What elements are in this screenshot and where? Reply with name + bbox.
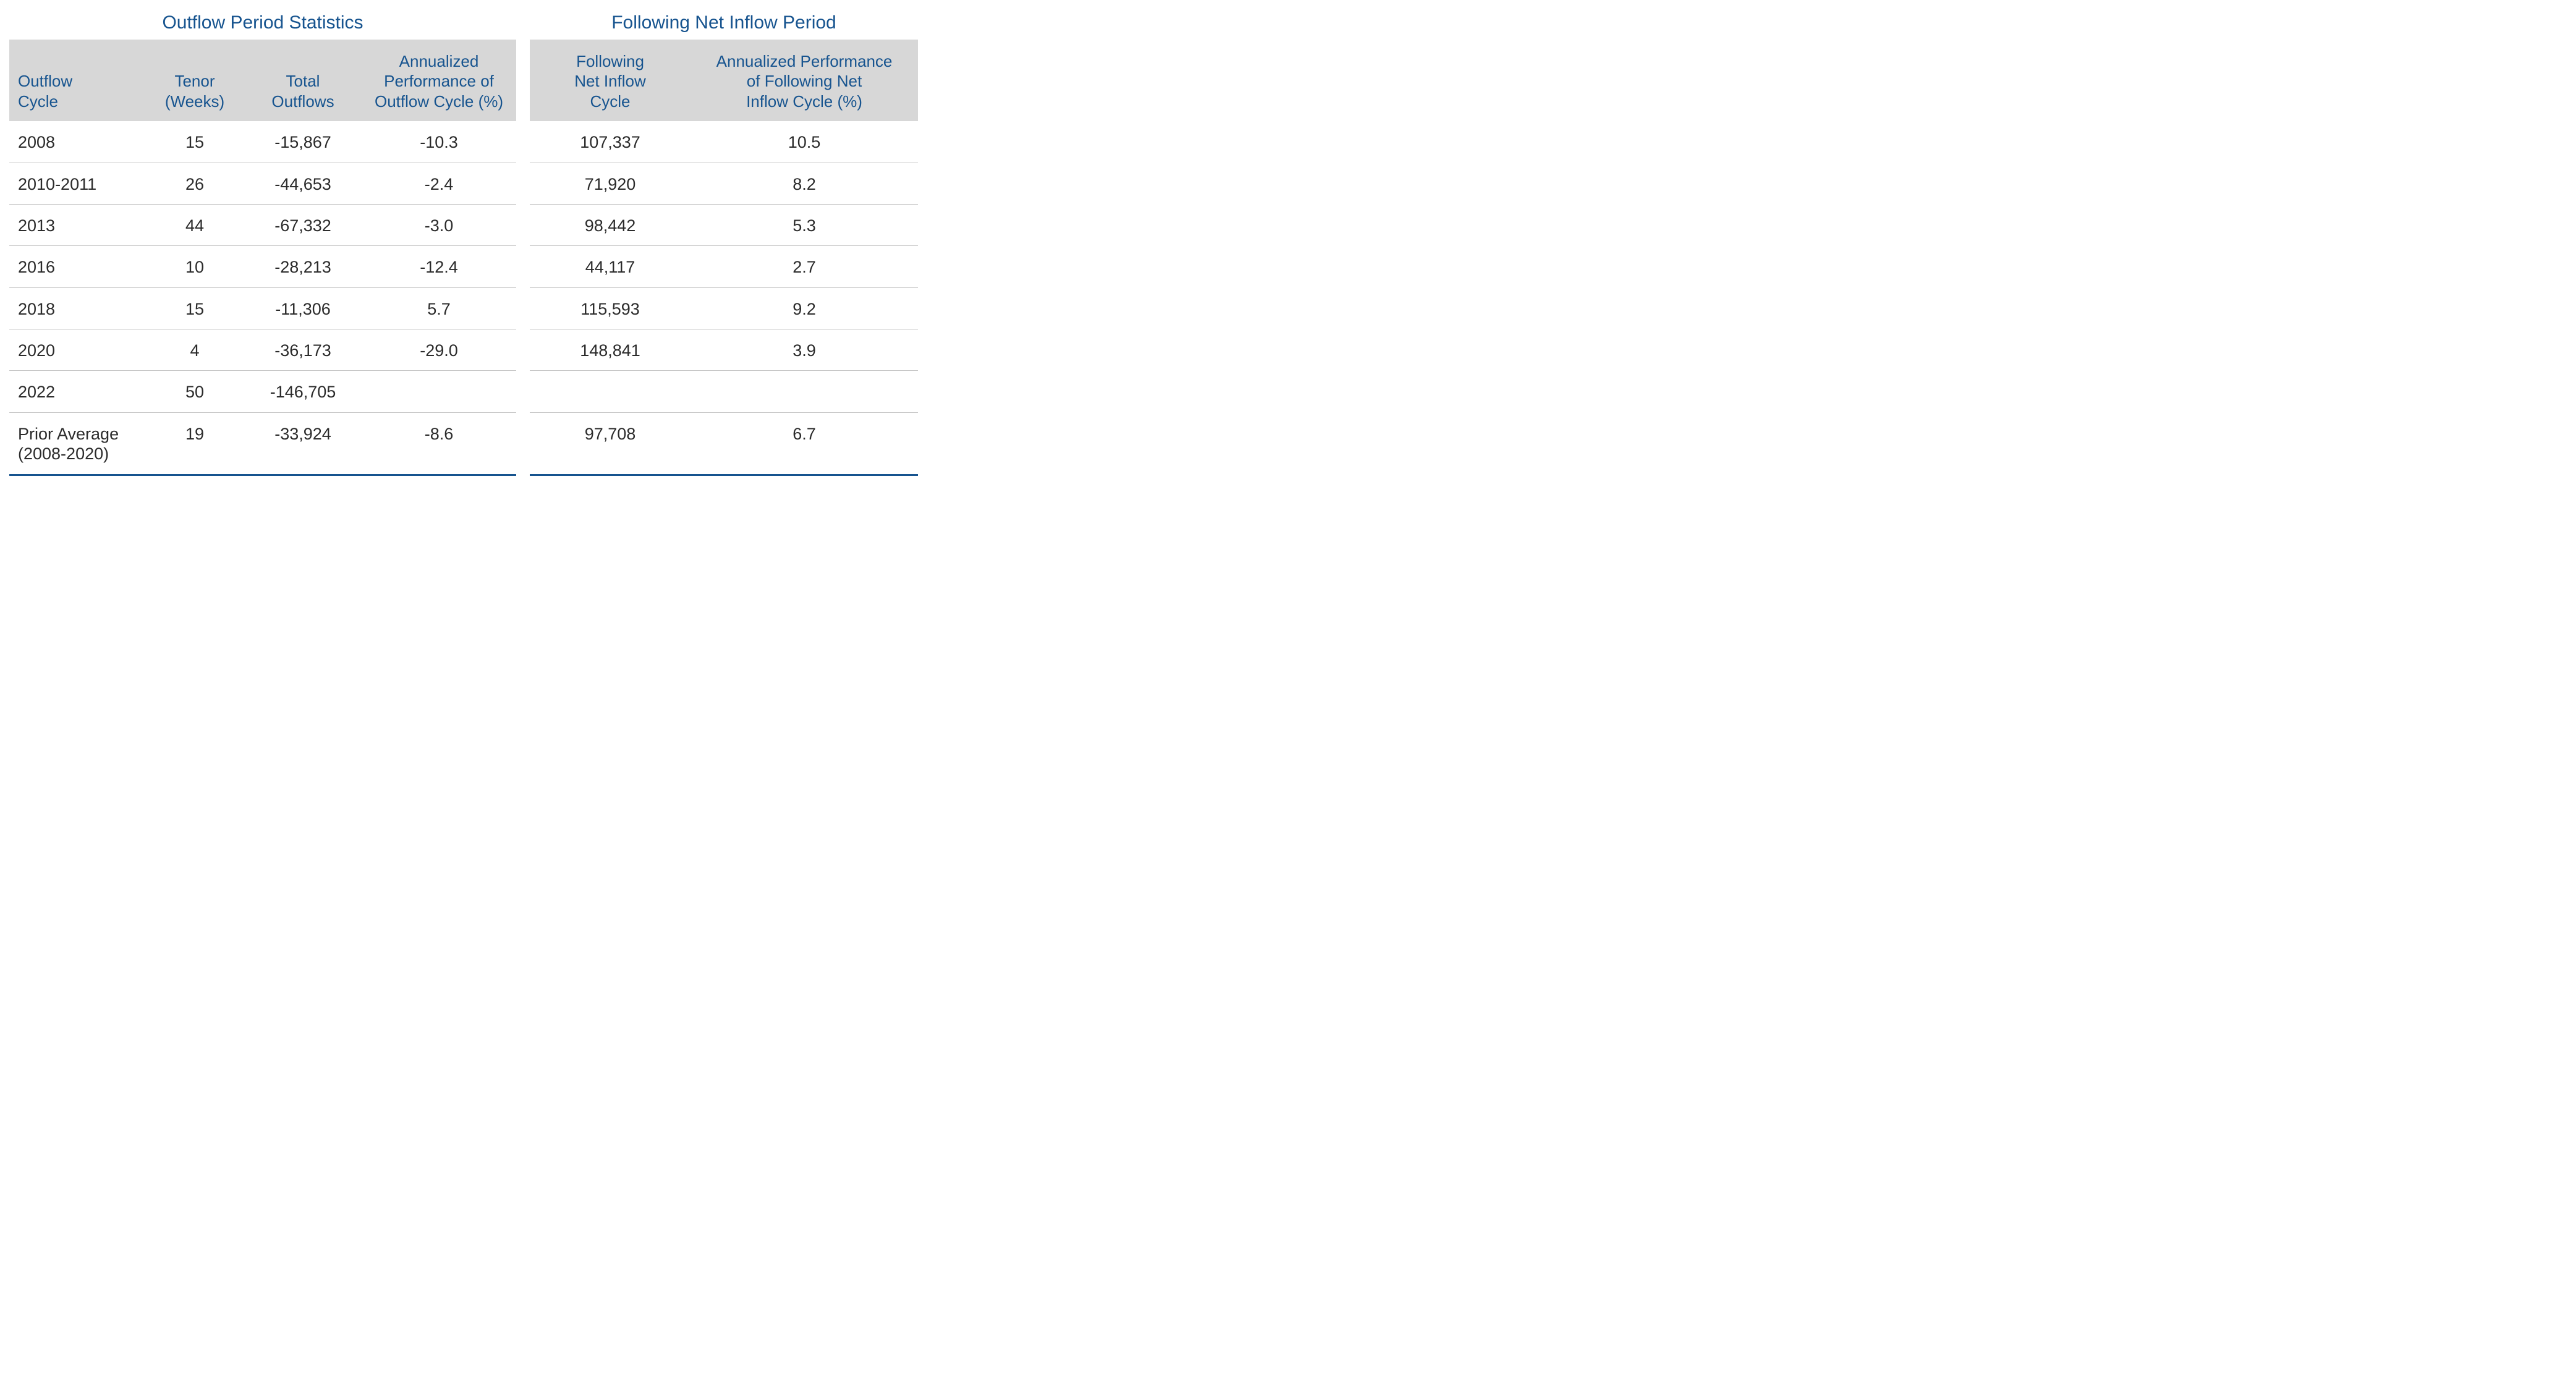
table-cell: 8.2 xyxy=(691,163,918,204)
table-cell: 50 xyxy=(145,371,244,412)
table-cell: 6.7 xyxy=(691,412,918,475)
table-cell: -8.6 xyxy=(362,412,516,475)
outflow-table: OutflowCycle Tenor(Weeks) TotalOutflows … xyxy=(9,40,516,476)
table-cell xyxy=(530,371,691,412)
table-cell: -28,213 xyxy=(244,246,362,287)
table-header-row: FollowingNet InflowCycle Annualized Perf… xyxy=(530,40,918,121)
table-cell: 9.2 xyxy=(691,287,918,329)
table-cell: 15 xyxy=(145,121,244,163)
table-header-row: OutflowCycle Tenor(Weeks) TotalOutflows … xyxy=(9,40,516,121)
table-cell: 115,593 xyxy=(530,287,691,329)
table-cell: 2010-2011 xyxy=(9,163,145,204)
table-cell: 98,442 xyxy=(530,204,691,245)
table-cell: 44,117 xyxy=(530,246,691,287)
table-cell: 2022 xyxy=(9,371,145,412)
table-cell: 2018 xyxy=(9,287,145,329)
table-cell: -36,173 xyxy=(244,329,362,371)
col-ann-perf-inflow: Annualized Performanceof Following NetIn… xyxy=(691,40,918,121)
table-row: 201815-11,3065.7 xyxy=(9,287,516,329)
table-cell: Prior Average(2008-2020) xyxy=(9,412,145,475)
table-cell: -67,332 xyxy=(244,204,362,245)
table-row: 200815-15,867-10.3 xyxy=(9,121,516,163)
table-row: 2010-201126-44,653-2.4 xyxy=(9,163,516,204)
table-cell: -44,653 xyxy=(244,163,362,204)
table-row: 71,9208.2 xyxy=(530,163,918,204)
table-row: 97,7086.7 xyxy=(530,412,918,475)
table-cell: 148,841 xyxy=(530,329,691,371)
table-cell: -3.0 xyxy=(362,204,516,245)
table-cell: -146,705 xyxy=(244,371,362,412)
table-row: 201610-28,213-12.4 xyxy=(9,246,516,287)
table-cell: 2016 xyxy=(9,246,145,287)
table-cell: 10.5 xyxy=(691,121,918,163)
table-cell xyxy=(691,371,918,412)
table-row: 115,5939.2 xyxy=(530,287,918,329)
table-cell: -29.0 xyxy=(362,329,516,371)
table-cell: -10.3 xyxy=(362,121,516,163)
table-cell: 71,920 xyxy=(530,163,691,204)
table-row: 201344-67,332-3.0 xyxy=(9,204,516,245)
table-cell: -15,867 xyxy=(244,121,362,163)
col-tenor-weeks: Tenor(Weeks) xyxy=(145,40,244,121)
table-row xyxy=(530,371,918,412)
table-cell: 19 xyxy=(145,412,244,475)
table-row: 20204-36,173-29.0 xyxy=(9,329,516,371)
table-cell: 2.7 xyxy=(691,246,918,287)
col-outflow-cycle: OutflowCycle xyxy=(9,40,145,121)
table-cell: 26 xyxy=(145,163,244,204)
inflow-table: FollowingNet InflowCycle Annualized Perf… xyxy=(530,40,918,476)
table-cell: -11,306 xyxy=(244,287,362,329)
table-row: Prior Average(2008-2020)19-33,924-8.6 xyxy=(9,412,516,475)
col-following-net-inflow: FollowingNet InflowCycle xyxy=(530,40,691,121)
table-cell: 44 xyxy=(145,204,244,245)
table-row: 44,1172.7 xyxy=(530,246,918,287)
table-cell: 10 xyxy=(145,246,244,287)
table-cell: 2020 xyxy=(9,329,145,371)
col-total-outflows: TotalOutflows xyxy=(244,40,362,121)
table-cell: 4 xyxy=(145,329,244,371)
table-cell xyxy=(362,371,516,412)
super-header-inflow: Following Net Inflow Period xyxy=(530,12,918,33)
table-cell: 2013 xyxy=(9,204,145,245)
table-row: 202250-146,705 xyxy=(9,371,516,412)
table-cell: 5.7 xyxy=(362,287,516,329)
table-cell: 15 xyxy=(145,287,244,329)
table-cell: -33,924 xyxy=(244,412,362,475)
super-header-outflow: Outflow Period Statistics xyxy=(9,12,516,33)
table-cell: 5.3 xyxy=(691,204,918,245)
col-ann-perf-outflow: AnnualizedPerformance ofOutflow Cycle (%… xyxy=(362,40,516,121)
table-row: 107,33710.5 xyxy=(530,121,918,163)
table-row: 148,8413.9 xyxy=(530,329,918,371)
table-row: 98,4425.3 xyxy=(530,204,918,245)
table-cell: 97,708 xyxy=(530,412,691,475)
table-cell: -2.4 xyxy=(362,163,516,204)
table-cell: 107,337 xyxy=(530,121,691,163)
table-cell: 3.9 xyxy=(691,329,918,371)
table-cell: -12.4 xyxy=(362,246,516,287)
table-cell: 2008 xyxy=(9,121,145,163)
